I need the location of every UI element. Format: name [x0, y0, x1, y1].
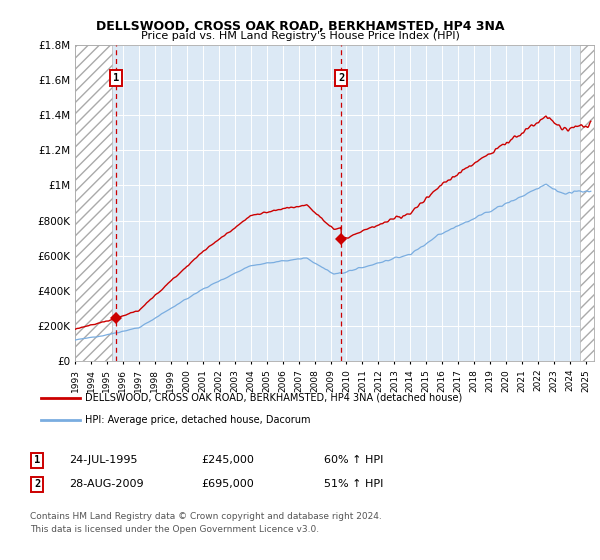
Text: Contains HM Land Registry data © Crown copyright and database right 2024.
This d: Contains HM Land Registry data © Crown c…	[30, 512, 382, 534]
Text: 28-AUG-2009: 28-AUG-2009	[69, 479, 143, 489]
Text: HPI: Average price, detached house, Dacorum: HPI: Average price, detached house, Daco…	[85, 415, 311, 425]
Text: DELLSWOOD, CROSS OAK ROAD, BERKHAMSTED, HP4 3NA: DELLSWOOD, CROSS OAK ROAD, BERKHAMSTED, …	[96, 20, 504, 32]
Text: 60% ↑ HPI: 60% ↑ HPI	[324, 455, 383, 465]
Text: £245,000: £245,000	[201, 455, 254, 465]
Text: 2: 2	[338, 73, 344, 83]
Text: Price paid vs. HM Land Registry's House Price Index (HPI): Price paid vs. HM Land Registry's House …	[140, 31, 460, 41]
Text: 2: 2	[34, 479, 40, 489]
Text: £695,000: £695,000	[201, 479, 254, 489]
Text: DELLSWOOD, CROSS OAK ROAD, BERKHAMSTED, HP4 3NA (detached house): DELLSWOOD, CROSS OAK ROAD, BERKHAMSTED, …	[85, 393, 463, 403]
Text: 1: 1	[113, 73, 119, 83]
Text: 1: 1	[34, 455, 40, 465]
Text: 24-JUL-1995: 24-JUL-1995	[69, 455, 137, 465]
Text: 51% ↑ HPI: 51% ↑ HPI	[324, 479, 383, 489]
